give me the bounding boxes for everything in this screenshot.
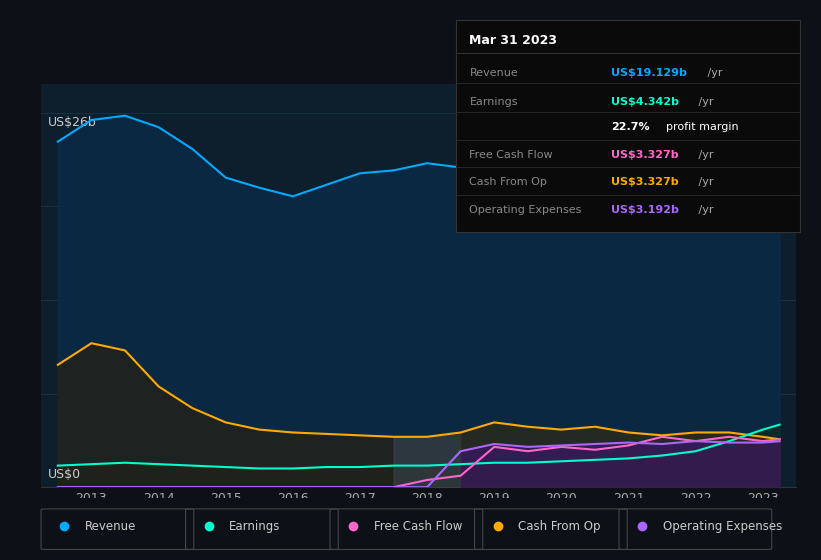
Text: /yr: /yr [704,68,722,78]
Text: Revenue: Revenue [470,68,518,78]
Text: Cash From Op: Cash From Op [518,520,600,533]
Text: Cash From Op: Cash From Op [470,178,548,188]
Text: Revenue: Revenue [85,520,136,533]
Text: US$26b: US$26b [48,116,97,129]
Text: Free Cash Flow: Free Cash Flow [470,150,553,160]
Text: /yr: /yr [695,150,713,160]
Text: /yr: /yr [695,96,713,106]
Text: US$19.129b: US$19.129b [611,68,686,78]
Text: US$0: US$0 [48,468,81,482]
Text: US$3.192b: US$3.192b [611,205,679,215]
Text: Operating Expenses: Operating Expenses [470,205,582,215]
Text: 22.7%: 22.7% [611,122,649,132]
Text: Free Cash Flow: Free Cash Flow [374,520,462,533]
Text: /yr: /yr [695,178,713,188]
Text: /yr: /yr [695,205,713,215]
Text: US$4.342b: US$4.342b [611,96,679,106]
Text: US$3.327b: US$3.327b [611,150,678,160]
Text: Earnings: Earnings [229,520,281,533]
Text: profit margin: profit margin [666,122,739,132]
Text: US$3.327b: US$3.327b [611,178,678,188]
Text: Mar 31 2023: Mar 31 2023 [470,35,557,48]
Text: Earnings: Earnings [470,96,518,106]
Text: Operating Expenses: Operating Expenses [663,520,782,533]
